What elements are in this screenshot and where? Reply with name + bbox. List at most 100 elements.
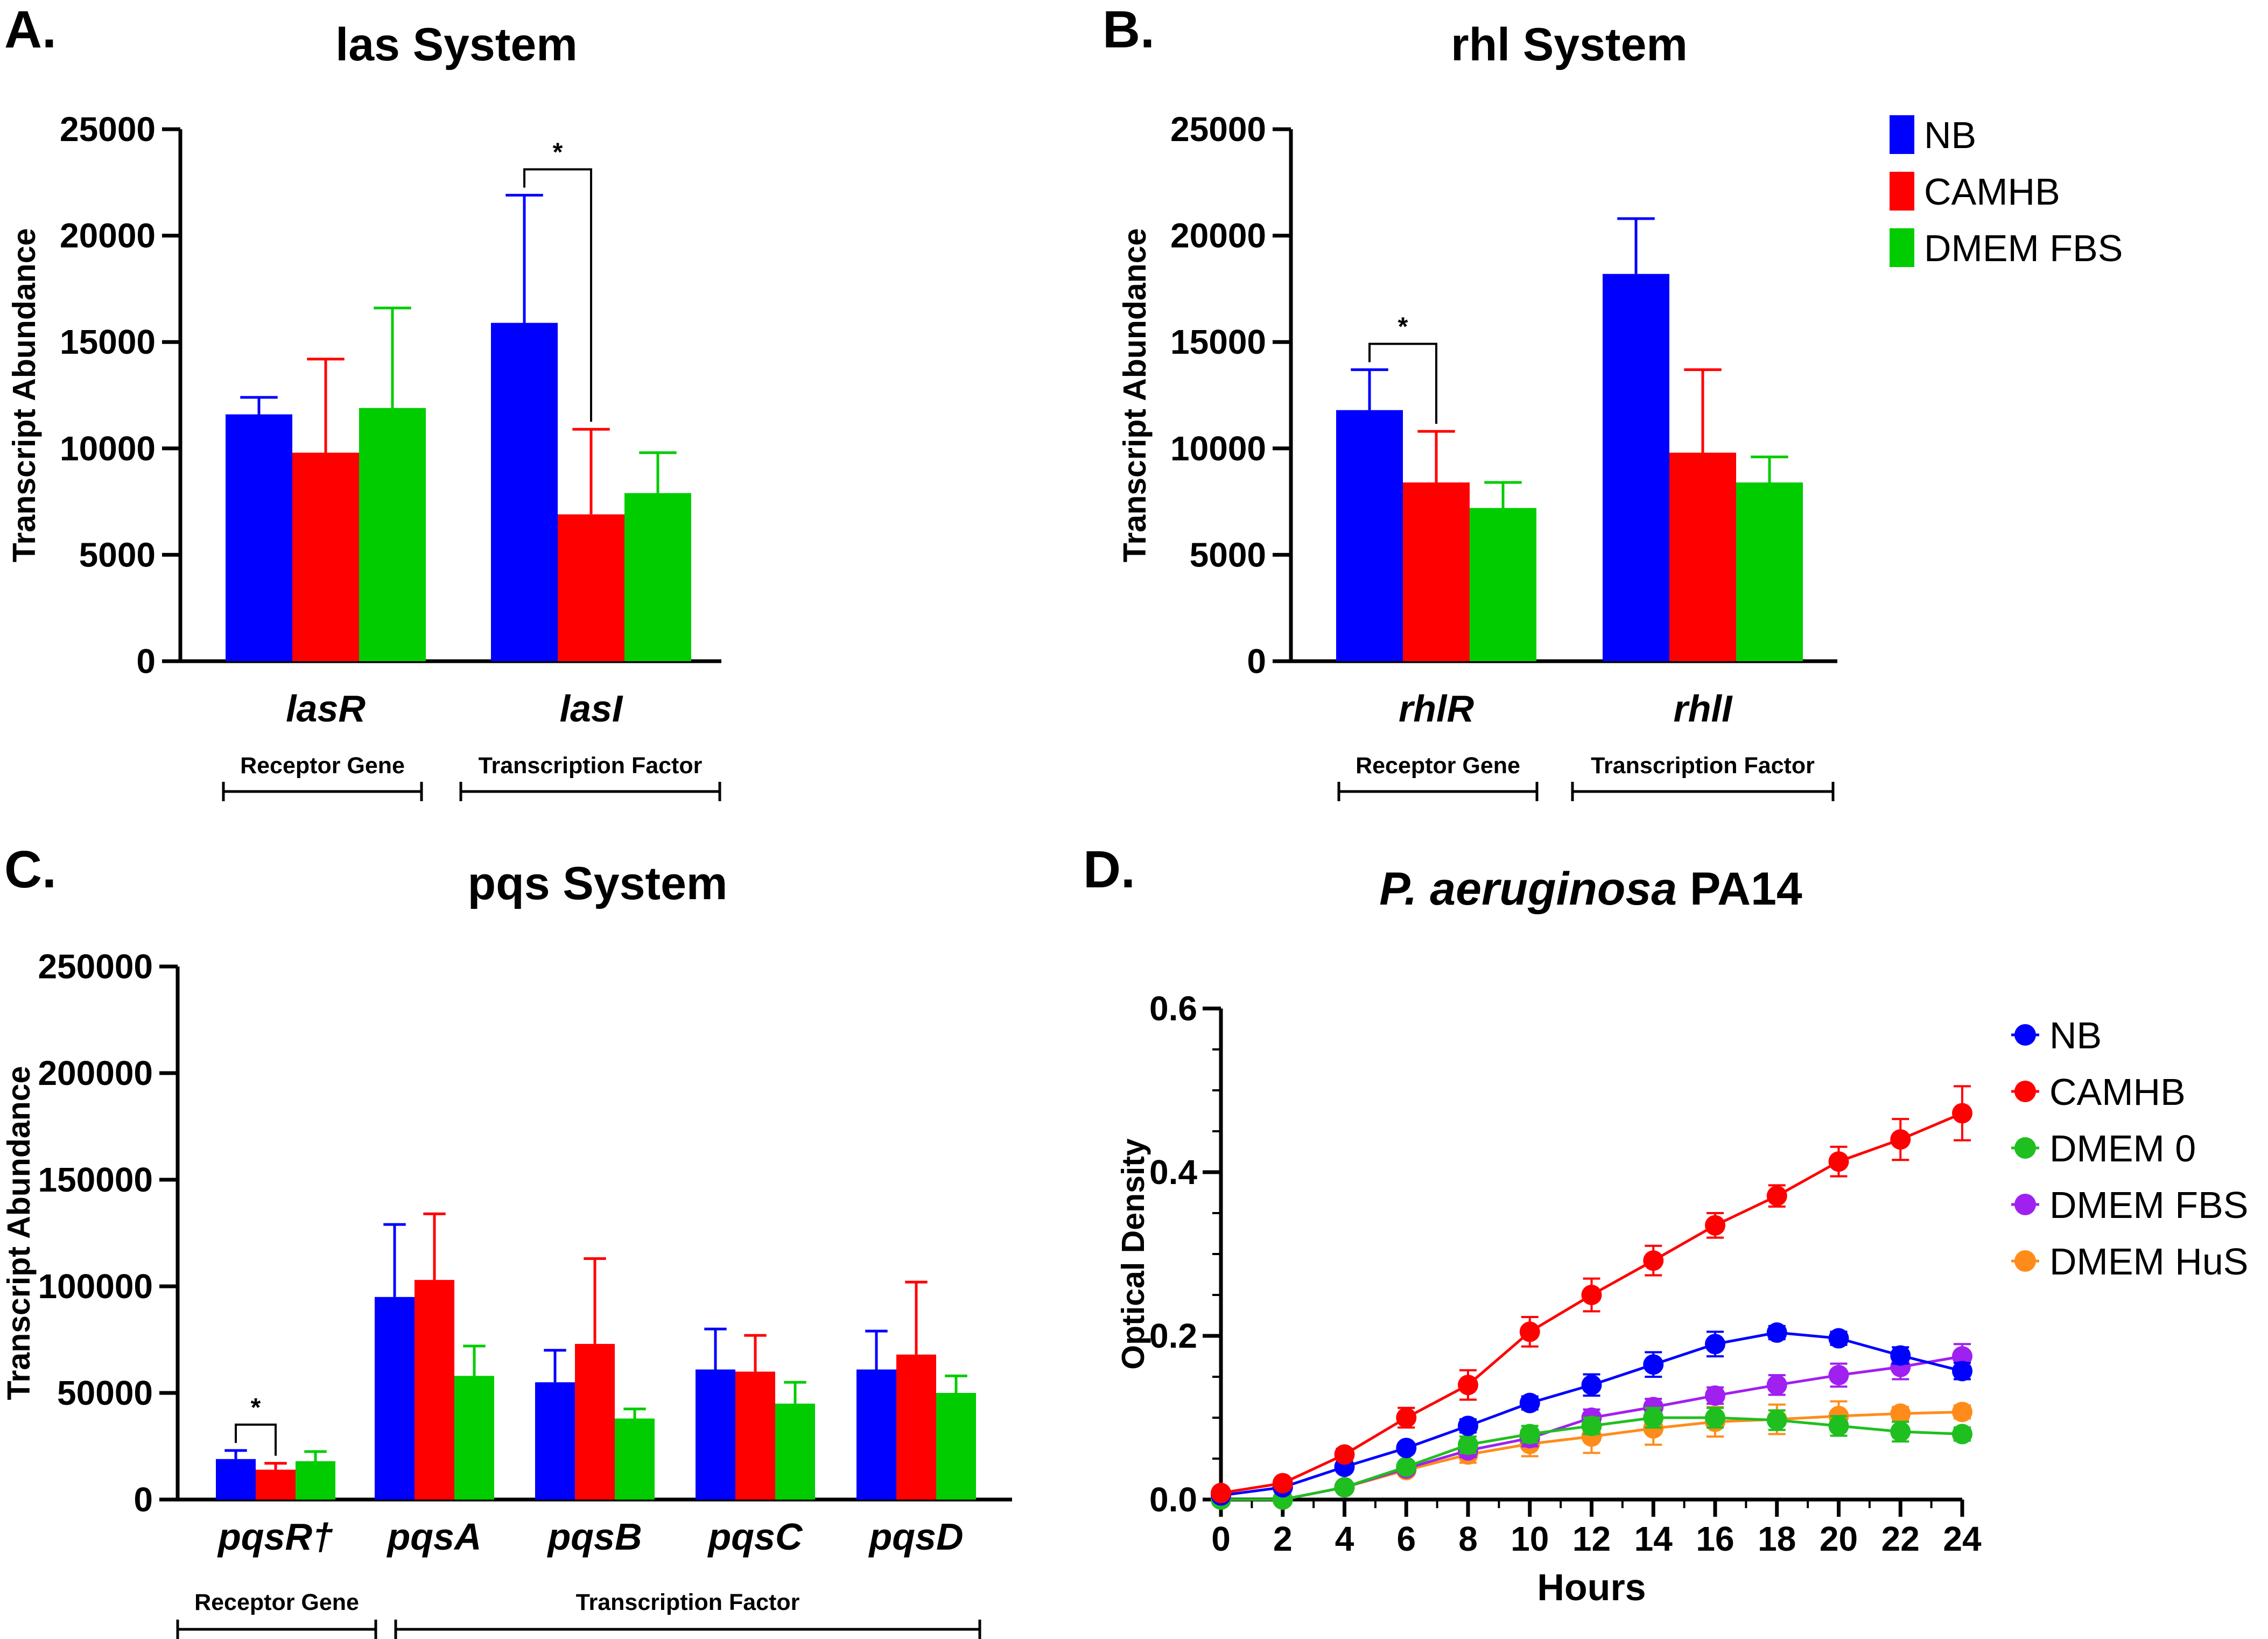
data-point — [1890, 1403, 1911, 1424]
legend-marker — [2014, 1137, 2036, 1159]
data-point — [1828, 1151, 1849, 1172]
bar-dmem-fbs — [615, 1418, 655, 1500]
legend-label: DMEM FBS — [1924, 227, 2123, 269]
legend-label: CAMHB — [2049, 1071, 2186, 1113]
y-tick-label: 50000 — [57, 1374, 153, 1412]
data-point — [1952, 1346, 1972, 1367]
y-tick-label: 100000 — [38, 1267, 153, 1306]
bar-dmem-fbs — [359, 408, 426, 661]
x-tick-label: pqsA — [387, 1516, 482, 1558]
bar-dmem-fbs — [454, 1376, 494, 1500]
data-point — [1458, 1434, 1478, 1455]
data-point — [1952, 1402, 1972, 1423]
data-point — [1766, 1186, 1787, 1207]
x-tick-label: 14 — [1634, 1519, 1673, 1558]
chart-title: las System — [335, 19, 577, 71]
bar-nb — [1603, 274, 1669, 662]
data-point — [1643, 1250, 1664, 1271]
x-tick-label: rhlR — [1399, 688, 1474, 730]
legend-label: CAMHB — [1924, 171, 2060, 213]
data-point — [1766, 1410, 1787, 1431]
x-tick-label: pqsC — [707, 1516, 803, 1558]
panel-letter: D. — [1083, 840, 1135, 899]
data-point — [1952, 1424, 1972, 1445]
data-point — [1458, 1375, 1478, 1396]
x-tick-label: 16 — [1696, 1519, 1734, 1558]
y-tick-label: 250000 — [38, 947, 153, 986]
data-point — [1890, 1345, 1911, 1366]
panel-letter: C. — [4, 840, 57, 899]
y-tick-label: 5000 — [79, 535, 156, 574]
data-point — [1952, 1361, 1972, 1382]
y-tick-label: 0 — [1247, 642, 1266, 681]
y-axis-label: Optical Density — [1115, 1138, 1151, 1370]
legend-label: DMEM 0 — [2049, 1127, 2196, 1169]
data-point — [1705, 1215, 1725, 1236]
significance-bracket — [1368, 342, 1437, 424]
y-axis-label: Transcript Abundance — [6, 228, 42, 563]
x-tick-label: 2 — [1273, 1519, 1293, 1558]
data-point — [1396, 1456, 1417, 1477]
data-point — [1705, 1385, 1725, 1406]
x-tick-label: 12 — [1572, 1519, 1611, 1558]
x-tick-label: lasI — [560, 688, 623, 730]
bar-nb — [216, 1459, 256, 1500]
significance-bracket — [235, 1423, 277, 1456]
data-point — [1334, 1477, 1355, 1498]
y-tick-label: 0 — [134, 1480, 153, 1519]
x-tick-label: 22 — [1881, 1519, 1920, 1558]
legend-marker — [2014, 1081, 2036, 1102]
bar-camhb — [256, 1469, 296, 1500]
y-tick-label: 0 — [136, 642, 156, 681]
x-tick-label: 8 — [1458, 1519, 1478, 1558]
legend-label: DMEM HuS — [2049, 1241, 2248, 1283]
legend-marker — [2014, 1250, 2036, 1272]
legend-marker — [2014, 1024, 2036, 1046]
group-label: Receptor Gene — [240, 753, 405, 779]
y-tick-label: 200000 — [38, 1054, 153, 1092]
bar-nb — [491, 323, 558, 661]
data-point — [1519, 1424, 1540, 1445]
panel-a: A. las System 0 5000 10000 15000 20000 25000 Tra… — [4, 0, 721, 801]
y-tick-label: 10000 — [60, 429, 156, 468]
x-axis-label: Hours — [1537, 1566, 1646, 1608]
bar-camhb — [415, 1280, 454, 1500]
panel-letter: B. — [1103, 0, 1155, 59]
data-point — [1519, 1321, 1540, 1342]
y-tick-label: 5000 — [1190, 535, 1266, 574]
chart-title: P. aeruginosa PA14 — [1379, 863, 1802, 915]
series-dmem-0 — [1211, 1406, 1972, 1510]
chart-title-italic: P. aeruginosa — [1379, 863, 1677, 915]
legend-swatch — [1890, 172, 1914, 211]
series-camhb — [1211, 1085, 1972, 1503]
y-tick-label: 10000 — [1170, 429, 1266, 468]
bar-dmem-fbs — [296, 1461, 335, 1500]
bar-nb — [375, 1297, 415, 1500]
data-point — [1828, 1364, 1849, 1385]
data-point — [1396, 1438, 1417, 1459]
bar-camhb — [1403, 482, 1470, 661]
x-tick-label: 24 — [1943, 1519, 1982, 1558]
legend-swatch — [1890, 228, 1914, 267]
data-point — [1766, 1375, 1787, 1396]
data-point — [1519, 1392, 1540, 1413]
y-tick-label: 20000 — [1170, 216, 1266, 255]
data-point — [1643, 1407, 1664, 1428]
bar-dmem-fbs — [1470, 508, 1536, 661]
data-point — [1890, 1421, 1911, 1442]
data-point — [1334, 1444, 1355, 1465]
x-tick-label: 0 — [1211, 1519, 1231, 1558]
data-point — [1396, 1407, 1417, 1428]
panel-b: B. rhl System 0 5000 10000 15000 20000 25000 Tra… — [1103, 0, 2123, 801]
data-point — [1581, 1285, 1602, 1305]
x-tick-label: pqsD — [868, 1516, 964, 1558]
y-tick-label: 20000 — [60, 216, 156, 255]
x-tick-label: rhlI — [1674, 688, 1733, 730]
y-tick-label: 0.2 — [1149, 1316, 1197, 1355]
data-point — [1828, 1416, 1849, 1437]
group-label: Receptor Gene — [1356, 753, 1520, 779]
bar-nb — [856, 1369, 896, 1500]
group-label: Transcription Factor — [1591, 753, 1815, 779]
x-tick-label: 4 — [1335, 1519, 1354, 1558]
